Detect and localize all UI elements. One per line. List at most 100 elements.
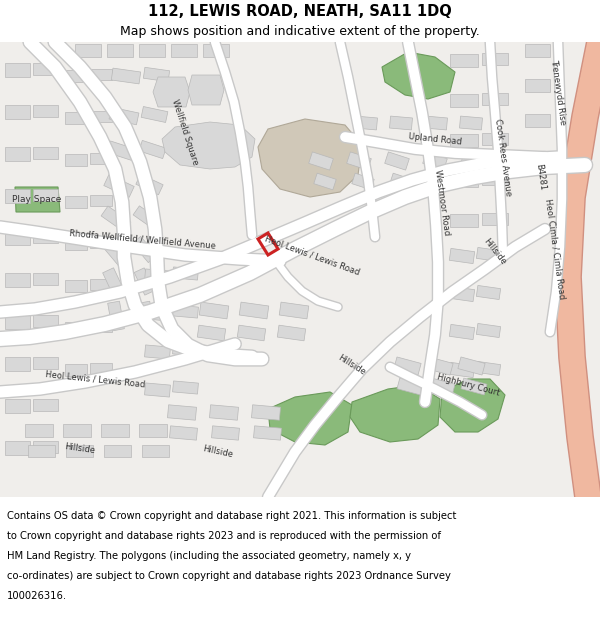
Bar — [458, 357, 485, 375]
Bar — [425, 116, 448, 130]
Polygon shape — [268, 392, 352, 445]
Bar — [139, 44, 165, 57]
Text: co-ordinates) are subject to Crown copyright and database rights 2023 Ordnance S: co-ordinates) are subject to Crown copyr… — [7, 571, 451, 581]
Bar — [65, 196, 87, 208]
Bar — [33, 231, 58, 243]
Bar — [199, 302, 229, 319]
Text: B4281: B4281 — [533, 163, 547, 191]
Text: to Crown copyright and database rights 2023 and is reproduced with the permissio: to Crown copyright and database rights 2… — [7, 531, 441, 541]
Bar — [170, 426, 197, 440]
Bar — [107, 44, 133, 57]
Polygon shape — [162, 122, 255, 169]
Bar — [90, 237, 112, 248]
Bar — [28, 445, 55, 457]
Bar — [5, 147, 30, 161]
Bar — [107, 141, 137, 161]
Bar — [65, 322, 87, 334]
Bar — [5, 63, 30, 77]
Text: Highbury Court: Highbury Court — [436, 372, 500, 398]
Bar — [461, 378, 487, 395]
Bar — [212, 426, 239, 440]
Bar — [107, 301, 124, 331]
Bar — [429, 378, 455, 395]
Bar — [385, 152, 409, 170]
Bar — [167, 405, 197, 420]
Bar — [5, 231, 30, 245]
Polygon shape — [440, 379, 505, 432]
Bar — [33, 273, 58, 285]
Bar — [65, 238, 87, 250]
Bar — [450, 174, 478, 187]
Text: Cook Rees Avenue: Cook Rees Avenue — [493, 118, 513, 196]
Bar — [100, 236, 128, 266]
Bar — [173, 267, 199, 280]
Bar — [65, 154, 87, 166]
Bar — [476, 324, 500, 338]
Text: Hillside: Hillside — [337, 353, 367, 377]
Bar — [352, 173, 374, 190]
Bar — [145, 269, 170, 283]
Bar — [450, 54, 478, 67]
Bar — [33, 105, 58, 117]
Bar — [422, 152, 448, 170]
Bar — [173, 381, 199, 394]
Bar — [237, 325, 266, 341]
Bar — [145, 345, 170, 359]
Bar — [426, 357, 453, 375]
Bar — [209, 405, 239, 420]
Bar — [476, 286, 500, 299]
Text: Westmoor Road: Westmoor Road — [433, 169, 451, 236]
Bar — [33, 399, 58, 411]
Text: HM Land Registry. The polygons (including the associated geometry, namely x, y: HM Land Registry. The polygons (includin… — [7, 551, 411, 561]
Bar — [449, 362, 475, 378]
Text: Hillside: Hillside — [202, 444, 234, 459]
Bar — [525, 79, 550, 92]
Bar — [397, 378, 423, 395]
Bar — [5, 189, 30, 203]
Bar — [449, 286, 475, 302]
Bar — [476, 361, 500, 376]
Bar — [5, 273, 30, 287]
Bar — [251, 405, 281, 420]
Bar — [5, 441, 30, 455]
Bar — [90, 279, 112, 290]
Text: Upland Road: Upland Road — [408, 132, 462, 146]
Bar — [173, 305, 199, 318]
Bar — [65, 112, 87, 124]
Bar — [203, 44, 229, 57]
Text: Heol Cimla / Cimla Road: Heol Cimla / Cimla Road — [544, 198, 566, 300]
Bar — [90, 153, 112, 164]
Bar — [139, 141, 166, 159]
Bar — [90, 363, 112, 374]
Text: Heol Lewis / Lewis Road: Heol Lewis / Lewis Road — [263, 234, 361, 276]
Bar — [136, 174, 163, 195]
Bar — [101, 424, 129, 437]
Bar — [33, 315, 58, 327]
Bar — [104, 174, 134, 198]
Bar — [355, 116, 377, 130]
Bar — [145, 383, 170, 397]
Text: Wellfield Square: Wellfield Square — [170, 98, 200, 166]
Bar — [75, 44, 101, 57]
Bar — [109, 107, 139, 125]
Bar — [390, 173, 412, 190]
Bar — [173, 343, 199, 356]
Bar — [449, 248, 475, 264]
Bar — [254, 426, 281, 440]
Bar — [103, 268, 125, 298]
Polygon shape — [188, 75, 224, 105]
Bar — [389, 116, 412, 130]
Bar — [461, 152, 485, 170]
Bar — [139, 424, 167, 437]
Polygon shape — [350, 385, 440, 442]
Bar — [197, 325, 226, 341]
Text: Trenewydd Rise: Trenewydd Rise — [549, 59, 567, 126]
Bar — [171, 44, 197, 57]
Bar — [133, 206, 160, 229]
Bar — [141, 106, 168, 123]
Bar — [314, 173, 336, 190]
Polygon shape — [382, 52, 455, 99]
Bar — [145, 307, 170, 321]
Bar — [65, 280, 87, 292]
Text: Hillside: Hillside — [482, 237, 508, 267]
